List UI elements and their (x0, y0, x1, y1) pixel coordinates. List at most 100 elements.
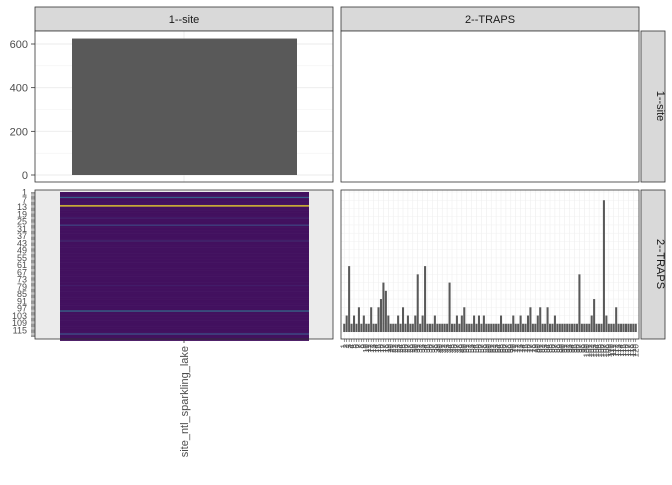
heat-cell (60, 321, 309, 323)
x-tick-label: 21 (389, 343, 398, 352)
heat-cell (60, 294, 309, 297)
heat-cell (60, 285, 309, 287)
x-tick-label: 66 (499, 343, 508, 352)
bar (377, 307, 380, 332)
heat-cell (60, 216, 309, 218)
x-tick-label: 83 (541, 343, 550, 352)
heat-cell (60, 217, 309, 219)
bar (575, 323, 578, 332)
bar (561, 323, 564, 332)
bar (360, 323, 363, 332)
x-tick-label: 56 (474, 343, 483, 352)
bar (580, 323, 583, 332)
bar (392, 323, 395, 332)
x-tick-label: 94 (568, 343, 577, 352)
bar (566, 323, 569, 332)
y-tick-label: 43 (17, 238, 27, 248)
x-tick-label: 38 (430, 343, 439, 352)
heat-cell (60, 329, 309, 332)
bar (612, 323, 615, 332)
strip-top-traps (340, 6, 640, 32)
y-tick-label: 109 (12, 318, 27, 328)
bar (458, 323, 461, 332)
heat-cell (60, 236, 309, 239)
x-tick-label: 69 (506, 343, 515, 352)
bar (343, 323, 346, 332)
x-tick-label: 67 (501, 343, 510, 352)
bar (507, 323, 510, 332)
x-tick-label: 20 (386, 343, 395, 352)
panel-site-traps-empty (340, 30, 640, 183)
heat-cell (60, 196, 309, 199)
bar (402, 307, 405, 332)
heat-cell (60, 327, 309, 329)
bar (416, 274, 419, 332)
heat-cell (60, 324, 309, 327)
x-tick-label: 30 (411, 343, 420, 352)
bar (544, 323, 547, 332)
heat-cell (60, 276, 309, 279)
x-tick-label: 111 (609, 343, 618, 356)
bar (617, 323, 620, 332)
y-tick-label: 1 (22, 188, 27, 198)
x-tick-label: 110 (607, 343, 616, 356)
heat-cell (60, 241, 309, 244)
heat-cell (60, 204, 309, 206)
x-tick-label: 18 (381, 343, 390, 352)
bar (622, 323, 625, 332)
bar (551, 323, 554, 332)
heat-cell (60, 286, 309, 288)
bar (453, 323, 456, 332)
heat-cell (60, 288, 309, 291)
x-tick-label: 89 (555, 343, 564, 352)
bar (399, 323, 402, 332)
x-tick-label: 104 (592, 343, 601, 357)
x-tick-label: 62 (489, 343, 498, 352)
heat-cell (60, 246, 309, 248)
heat-cell (60, 308, 309, 310)
x-tick-label: 99 (580, 343, 589, 352)
x-tick-label: 17 (379, 343, 388, 352)
heat-cell (60, 301, 309, 304)
y-tick-label: 67 (17, 267, 27, 277)
heat-cell (60, 287, 309, 289)
x-tick-label: 112 (612, 343, 621, 356)
x-tick-label: 113 (614, 343, 623, 356)
bar (600, 323, 603, 332)
heat-cell (60, 262, 309, 264)
heat-cell (60, 202, 309, 205)
heat-cell (60, 229, 309, 231)
y-tick-label: 13 (17, 202, 27, 212)
x-tick-label: 74 (519, 343, 528, 352)
heat-cell (60, 279, 309, 281)
bar (492, 323, 495, 332)
bar (534, 323, 537, 332)
x-tick-label: 78 (528, 343, 537, 352)
bar (348, 266, 351, 332)
x-tick-label: 15 (374, 343, 383, 352)
x-tick-label: 72 (514, 343, 523, 352)
x-tick-label: 86 (548, 343, 557, 352)
heat-cell (60, 300, 309, 303)
x-tick-label: 73 (516, 343, 525, 352)
heat-cell (60, 231, 309, 234)
bar (487, 323, 490, 332)
bar (389, 323, 392, 332)
y-tick-label: 0 (22, 170, 28, 182)
bar (485, 323, 488, 332)
x-tick-label: 101 (585, 343, 594, 357)
x-tick-label: 11 (364, 343, 373, 352)
heat-cell (60, 252, 309, 254)
x-tick-label: 84 (543, 343, 552, 352)
x-tick-label: 34 (421, 343, 430, 352)
bar (384, 290, 387, 332)
bar (495, 323, 498, 332)
x-tick-label: 106 (597, 343, 606, 357)
heat-cell (60, 283, 309, 286)
heat-cell (60, 228, 309, 230)
x-tick-label: 32 (416, 343, 425, 352)
bar (473, 315, 476, 332)
heat-cell (60, 211, 309, 213)
x-tick-label: 63 (492, 343, 501, 352)
heat-cell (60, 259, 309, 262)
